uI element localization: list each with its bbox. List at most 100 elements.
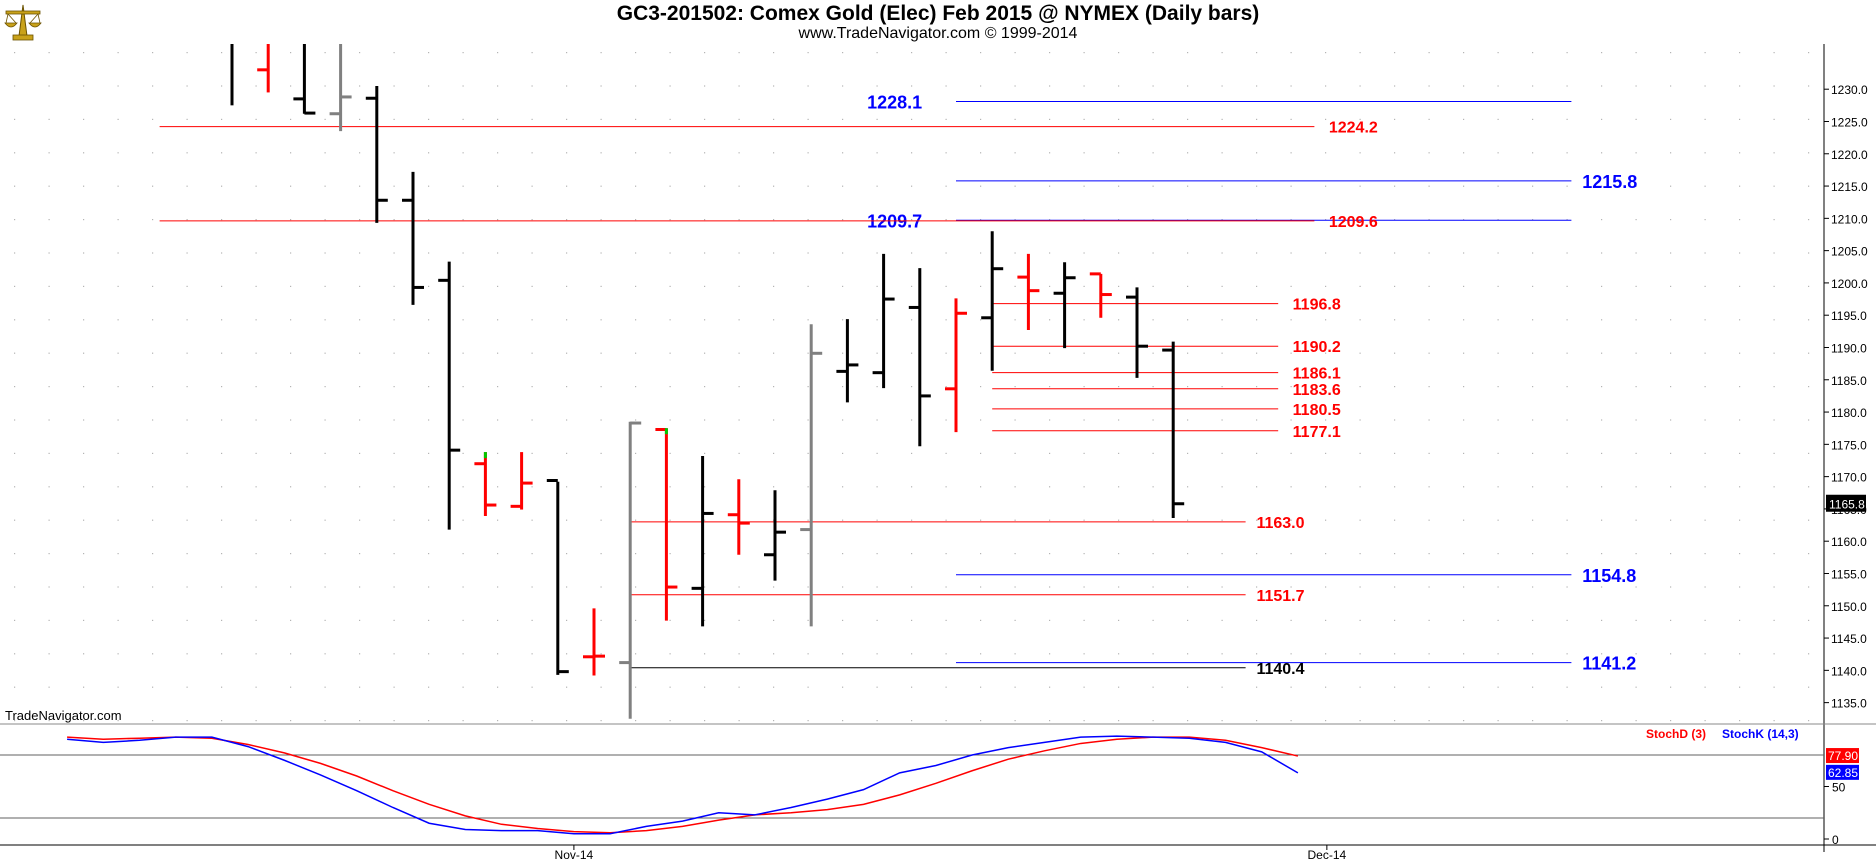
grid-dot bbox=[1394, 252, 1396, 254]
grid-dot bbox=[14, 720, 16, 722]
grid-dot bbox=[462, 185, 464, 187]
grid-dot bbox=[290, 152, 292, 154]
grid-dot bbox=[1014, 586, 1016, 588]
grid-dot bbox=[669, 152, 671, 154]
grid-dot bbox=[1083, 653, 1085, 655]
grid-dot bbox=[1739, 686, 1741, 688]
grid-dot bbox=[1773, 586, 1775, 588]
grid-dot bbox=[1118, 519, 1120, 521]
grid-dot bbox=[1670, 619, 1672, 621]
grid-dot bbox=[842, 553, 844, 555]
grid-dot bbox=[980, 419, 982, 421]
grid-dot bbox=[807, 519, 809, 521]
grid-dot bbox=[600, 185, 602, 187]
grid-dot bbox=[1290, 720, 1292, 722]
grid-dot bbox=[462, 619, 464, 621]
grid-dot bbox=[911, 52, 913, 54]
chart-header: GC3-201502: Comex Gold (Elec) Feb 2015 @… bbox=[0, 0, 1876, 44]
grid-dot bbox=[1497, 152, 1499, 154]
grid-dot bbox=[1394, 653, 1396, 655]
grid-dot bbox=[117, 118, 119, 120]
grid-dot bbox=[1601, 252, 1603, 254]
grid-dot bbox=[1773, 686, 1775, 688]
grid-dot bbox=[1187, 486, 1189, 488]
grid-dot bbox=[1739, 252, 1741, 254]
grid-dot bbox=[738, 185, 740, 187]
grid-dot bbox=[807, 319, 809, 321]
grid-dot bbox=[48, 419, 50, 421]
grid-dot bbox=[462, 653, 464, 655]
grid-dot bbox=[531, 720, 533, 722]
grid-dot bbox=[1773, 553, 1775, 555]
grid-dot bbox=[531, 52, 533, 54]
grid-dot bbox=[359, 686, 361, 688]
grid-dot bbox=[738, 319, 740, 321]
grid-dot bbox=[393, 52, 395, 54]
grid-dot bbox=[1670, 185, 1672, 187]
grid-dot bbox=[738, 152, 740, 154]
grid-dot bbox=[1152, 85, 1154, 87]
grid-dot bbox=[221, 419, 223, 421]
grid-dot bbox=[83, 519, 85, 521]
grid-dot bbox=[1359, 152, 1361, 154]
grid-dot bbox=[1083, 452, 1085, 454]
grid-dot bbox=[1463, 352, 1465, 354]
grid-dot bbox=[704, 152, 706, 154]
grid-dot bbox=[842, 152, 844, 154]
grid-dot bbox=[221, 452, 223, 454]
grid-dot bbox=[48, 118, 50, 120]
grid-dot bbox=[1118, 486, 1120, 488]
grid-dot bbox=[704, 553, 706, 555]
grid-dot bbox=[1014, 52, 1016, 54]
level-label: 1163.0 bbox=[1256, 515, 1304, 532]
grid-dot bbox=[566, 419, 568, 421]
grid-dot bbox=[117, 553, 119, 555]
grid-dot bbox=[290, 686, 292, 688]
grid-dot bbox=[1739, 219, 1741, 221]
grid-dot bbox=[83, 152, 85, 154]
grid-dot bbox=[842, 319, 844, 321]
grid-dot bbox=[1152, 285, 1154, 287]
grid-dot bbox=[945, 85, 947, 87]
grid-dot bbox=[807, 285, 809, 287]
grid-dot bbox=[1290, 519, 1292, 521]
grid-dot bbox=[290, 452, 292, 454]
level-label: 1190.2 bbox=[1293, 339, 1341, 356]
grid-dot bbox=[1187, 319, 1189, 321]
grid-dot bbox=[1394, 586, 1396, 588]
grid-dot bbox=[428, 586, 430, 588]
grid-dot bbox=[1152, 686, 1154, 688]
grid-dot bbox=[1187, 352, 1189, 354]
grid-dot bbox=[1532, 653, 1534, 655]
grid-dot bbox=[566, 252, 568, 254]
grid-dot bbox=[1359, 553, 1361, 555]
grid-dot bbox=[1463, 720, 1465, 722]
grid-dot bbox=[1083, 586, 1085, 588]
grid-dot bbox=[1428, 386, 1430, 388]
grid-dot bbox=[911, 118, 913, 120]
grid-dot bbox=[1256, 52, 1258, 54]
price-tick-label: 1190.0 bbox=[1831, 341, 1867, 355]
grid-dot bbox=[186, 352, 188, 354]
grid-dot bbox=[635, 720, 637, 722]
grid-dot bbox=[83, 118, 85, 120]
grid-dot bbox=[1497, 52, 1499, 54]
grid-dot bbox=[497, 352, 499, 354]
grid-dot bbox=[600, 252, 602, 254]
grid-dot bbox=[876, 352, 878, 354]
grid-dot bbox=[1394, 486, 1396, 488]
price-tick-label: 1210.0 bbox=[1831, 212, 1868, 226]
grid-dot bbox=[255, 386, 257, 388]
grid-dot bbox=[600, 219, 602, 221]
grid-dot bbox=[1221, 118, 1223, 120]
level-label: 1209.6 bbox=[1329, 214, 1378, 231]
grid-dot bbox=[1497, 653, 1499, 655]
grid-dot bbox=[255, 85, 257, 87]
grid-dot bbox=[1670, 319, 1672, 321]
grid-dot bbox=[1635, 185, 1637, 187]
grid-dot bbox=[83, 653, 85, 655]
grid-dot bbox=[290, 52, 292, 54]
grid-dot bbox=[1808, 686, 1810, 688]
grid-dot bbox=[1290, 185, 1292, 187]
grid-dot bbox=[462, 386, 464, 388]
